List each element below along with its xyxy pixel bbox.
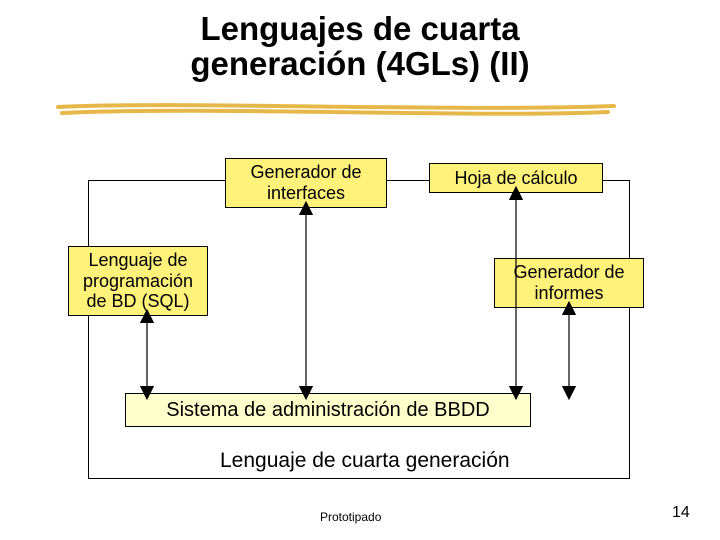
footer-center: Prototipado <box>320 510 381 524</box>
node-label: Sistema de administración de BBDD <box>166 399 489 422</box>
node-label: Generador deinformes <box>513 262 624 303</box>
node-generador-interfaces: Generador deinterfaces <box>225 158 387 208</box>
footer-text: Prototipado <box>320 510 381 524</box>
node-hoja-calculo: Hoja de cálculo <box>429 163 603 193</box>
node-label: Generador deinterfaces <box>250 162 361 203</box>
node-generador-informes: Generador deinformes <box>494 258 644 308</box>
outer-box-caption: Lenguaje de cuarta generación <box>220 449 510 473</box>
page-number: 14 <box>672 504 690 522</box>
outer-container-box <box>88 180 630 479</box>
node-sistema-bbdd: Sistema de administración de BBDD <box>125 393 531 427</box>
caption-text: Lenguaje de cuarta generación <box>220 449 510 472</box>
node-label: Lenguaje deprogramaciónde BD (SQL) <box>83 250 193 312</box>
page-number-text: 14 <box>672 504 690 521</box>
node-lenguaje-sql: Lenguaje deprogramaciónde BD (SQL) <box>68 246 208 316</box>
node-label: Hoja de cálculo <box>454 168 577 189</box>
